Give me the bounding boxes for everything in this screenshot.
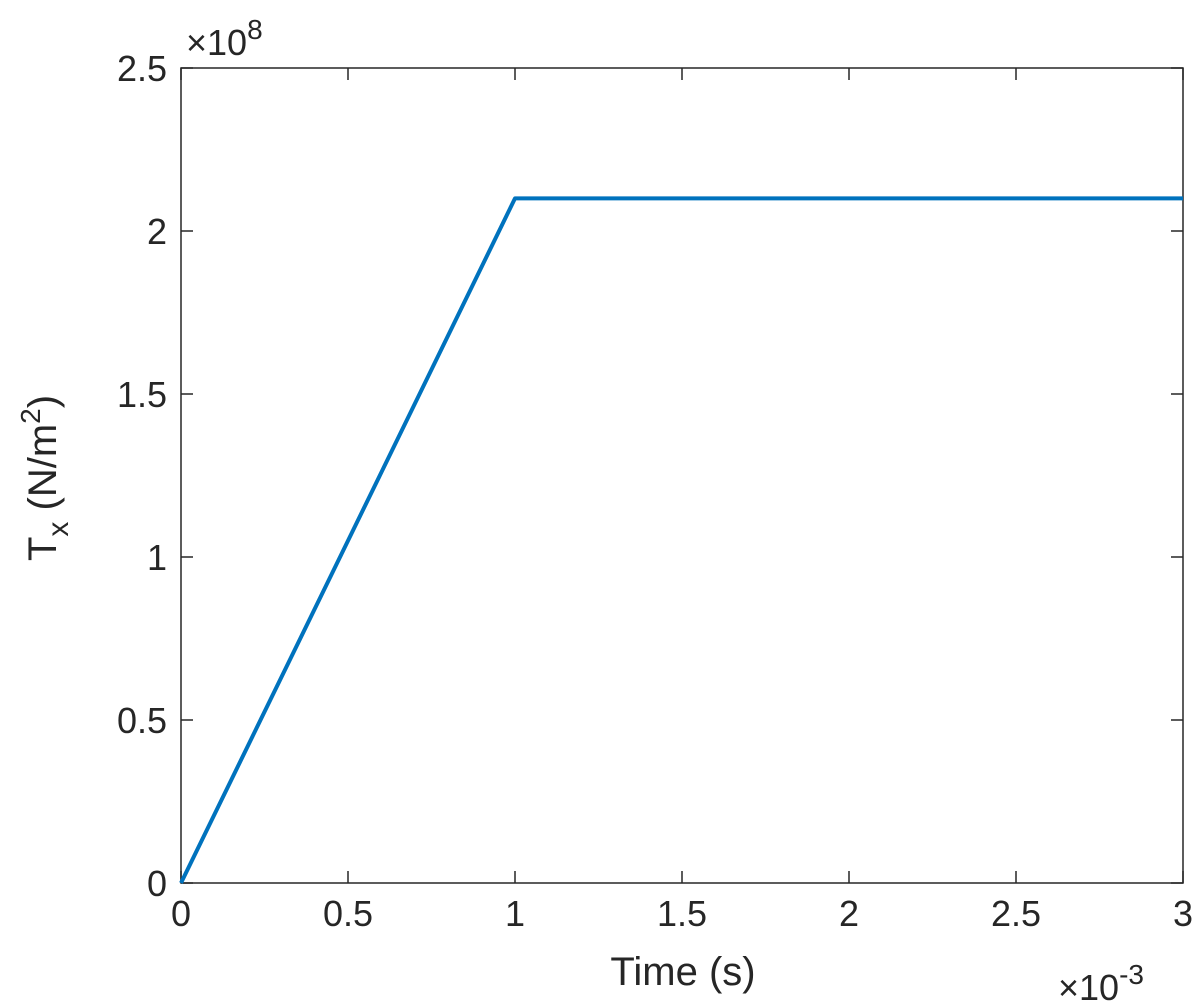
x-tick-label: 1 <box>505 893 525 934</box>
x-tick-label: 0.5 <box>323 893 373 934</box>
plot-area: 0 0.5 1 1.5 2 2.5 3 0 0.5 1 1.5 2 2.5 <box>117 48 1193 934</box>
y-multiplier-base: ×10 <box>186 22 247 63</box>
y-tick-label: 1 <box>147 537 167 578</box>
x-tick-label: 1.5 <box>657 893 707 934</box>
x-multiplier-base: ×10 <box>1058 967 1119 1007</box>
x-multiplier-exponent: -3 <box>1119 959 1144 990</box>
x-tick-label: 2 <box>839 893 859 934</box>
y-axis-multiplier: ×108 <box>186 14 263 63</box>
y-tick-label: 2.5 <box>117 48 167 89</box>
axes-box <box>180 67 1184 884</box>
y-ticks: 0 0.5 1 1.5 2 2.5 <box>117 48 1183 904</box>
y-tick-label: 0.5 <box>117 700 167 741</box>
x-ticks: 0 0.5 1 1.5 2 2.5 3 <box>171 68 1193 934</box>
y-tick-label: 0 <box>147 863 167 904</box>
y-tick-label: 1.5 <box>117 374 167 415</box>
y-axis-label-main: T <box>21 537 65 561</box>
y-axis-label-subscript: x <box>42 522 75 537</box>
y-tick-label: 2 <box>147 211 167 252</box>
x-axis-multiplier: ×10-3 <box>1058 959 1144 1007</box>
y-axis-label: Tx (N/m2) <box>15 395 75 561</box>
x-axis-label: Time (s) <box>610 950 755 994</box>
y-axis-label-unit-prefix: (N/m <box>21 424 65 522</box>
series-line <box>179 196 1183 884</box>
x-tick-label: 2.5 <box>991 893 1041 934</box>
y-axis-label-unit-superscript: 2 <box>15 408 46 424</box>
y-multiplier-exponent: 8 <box>247 14 263 45</box>
x-tick-label: 0 <box>171 893 191 934</box>
x-tick-label: 3 <box>1173 893 1193 934</box>
series-layer <box>179 196 1183 884</box>
y-axis-label-unit-suffix: ) <box>21 395 65 408</box>
